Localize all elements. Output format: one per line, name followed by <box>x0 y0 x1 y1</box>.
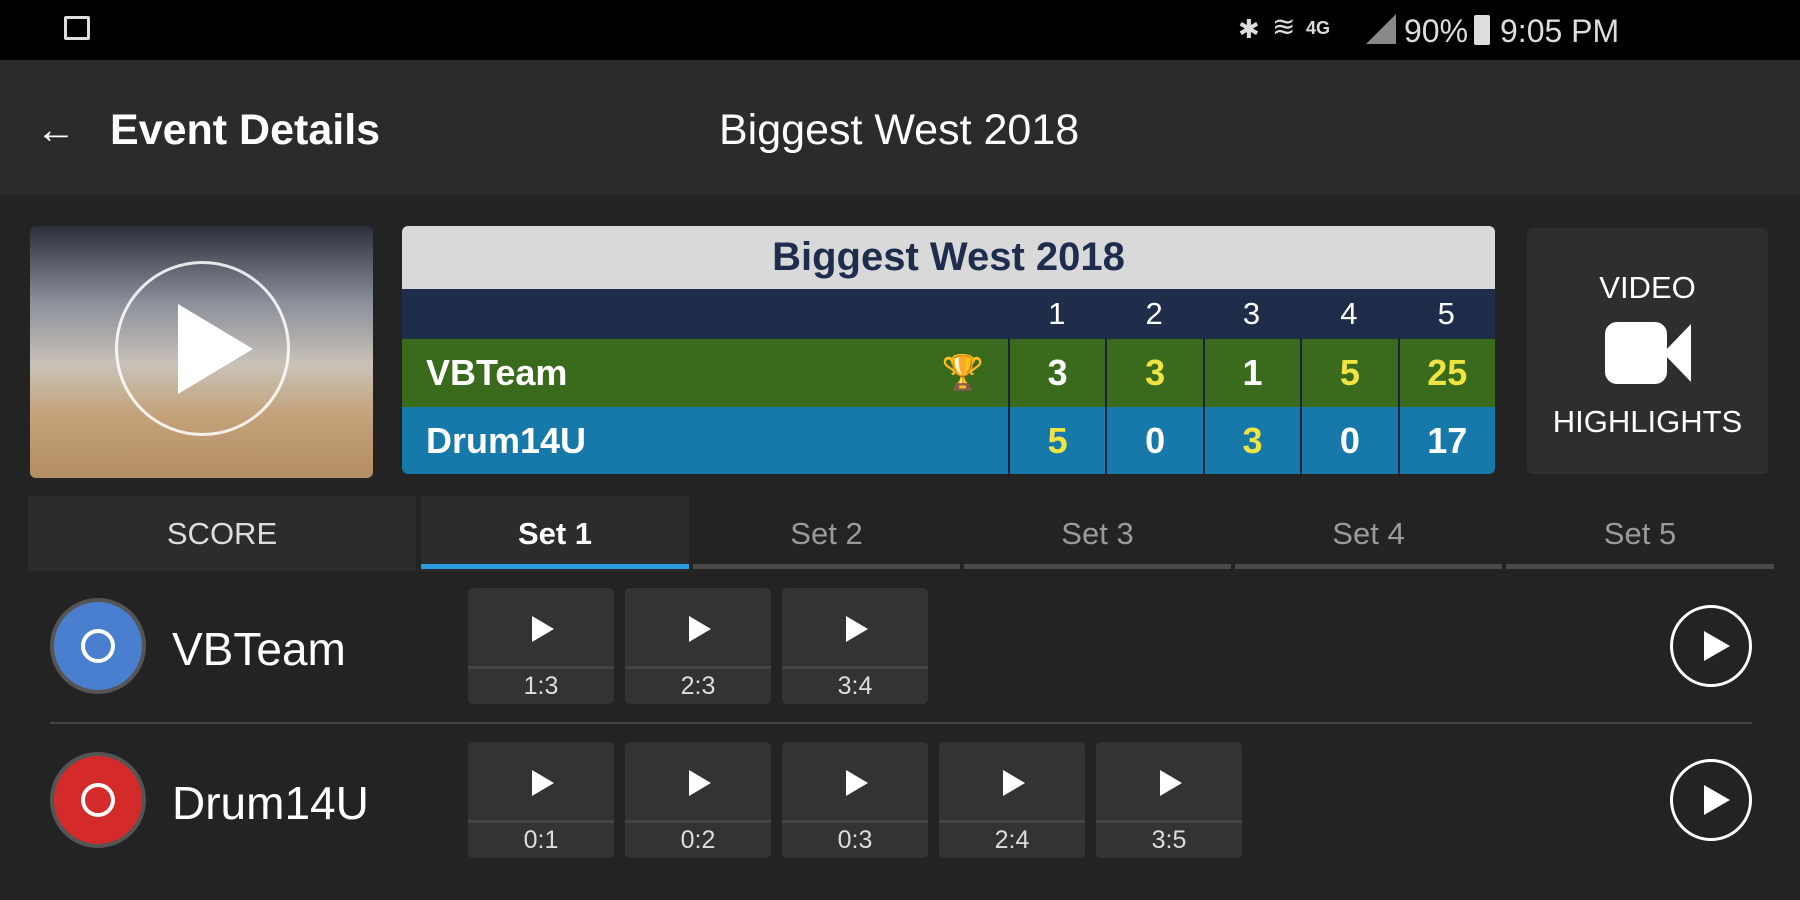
team-logo-icon <box>81 629 115 663</box>
team-name: VBTeam <box>426 352 568 393</box>
clip-button[interactable]: 2:4 <box>939 742 1085 858</box>
clip-score: 0:1 <box>468 820 614 858</box>
set-number: 5 <box>1437 296 1455 331</box>
team-name: VBTeam <box>172 623 346 675</box>
clip-score: 3:5 <box>1096 820 1242 858</box>
team-score-row: Drum14U 5 0 3 0 17 <box>402 407 1495 474</box>
clip-button[interactable]: 3:4 <box>782 588 928 704</box>
clip-score: 0:2 <box>625 820 771 858</box>
play-icon <box>689 616 711 642</box>
set-number-row: 1 2 3 4 5 <box>402 289 1495 339</box>
tab-set-4[interactable]: Set 4 <box>1235 496 1502 571</box>
clip-score: 3:4 <box>782 666 928 704</box>
score-cell: 5 <box>1300 339 1397 407</box>
video-camera-lens-icon <box>1663 324 1691 382</box>
score-cell: 3 <box>1105 339 1202 407</box>
event-name: Biggest West 2018 <box>719 106 1080 154</box>
signal-icon <box>1366 14 1396 44</box>
clip-score: 2:3 <box>625 666 771 704</box>
wifi-icon: ≋ <box>1272 11 1296 42</box>
score-cell: 17 <box>1397 407 1495 474</box>
avatar <box>50 752 146 848</box>
score-cell: 0 <box>1105 407 1202 474</box>
tab-label: Set 4 <box>1332 515 1405 551</box>
row-divider <box>50 722 1752 724</box>
team-logo-icon <box>81 783 115 817</box>
bluetooth-icon: ✱ <box>1238 14 1260 44</box>
play-icon <box>532 616 554 642</box>
scoreboard-title: Biggest West 2018 <box>402 226 1495 289</box>
play-all-button[interactable] <box>1670 605 1752 687</box>
highlights-label: HIGHLIGHTS <box>1552 404 1743 439</box>
clip-button[interactable]: 0:2 <box>625 742 771 858</box>
clip-button[interactable]: 3:5 <box>1096 742 1242 858</box>
app-bar: ← Event Details Biggest West 2018 <box>0 60 1800 195</box>
clip-score: 0:3 <box>782 820 928 858</box>
image-icon <box>64 16 90 40</box>
tab-label: Set 3 <box>1061 515 1134 551</box>
play-icon <box>689 770 711 796</box>
play-icon <box>846 616 868 642</box>
clip-button[interactable]: 0:3 <box>782 742 928 858</box>
avatar <box>50 598 146 694</box>
page-title: Event Details <box>110 106 381 154</box>
tab-label: Set 2 <box>790 515 863 551</box>
set-number: 4 <box>1340 296 1358 331</box>
video-label: VIDEO <box>1599 270 1696 305</box>
score-cell: 0 <box>1300 407 1397 474</box>
play-icon <box>178 304 253 394</box>
tab-set-5[interactable]: Set 5 <box>1506 496 1774 571</box>
tab-score[interactable]: SCORE <box>28 496 416 571</box>
set-number: 3 <box>1242 296 1261 331</box>
clip-button[interactable]: 0:1 <box>468 742 614 858</box>
scoreboard: Biggest West 2018 1 2 3 4 5 VBTeam 🏆 3 3… <box>402 226 1495 474</box>
tab-set-3[interactable]: Set 3 <box>964 496 1231 571</box>
play-icon <box>1003 770 1025 796</box>
clock: 9:05 PM <box>1500 13 1620 49</box>
clip-score: 2:4 <box>939 820 1085 858</box>
set-number: 1 <box>1048 296 1066 331</box>
status-bar: ✱ ≋ 4G 90% 9:05 PM <box>0 0 1800 60</box>
score-cell: 1 <box>1202 339 1300 407</box>
trophy-icon: 🏆 <box>941 354 984 392</box>
team-name: Drum14U <box>172 777 369 829</box>
score-cell: 3 <box>1008 339 1105 407</box>
score-cell: 3 <box>1202 407 1300 474</box>
video-thumbnail[interactable] <box>30 226 373 478</box>
battery-icon <box>1474 15 1490 45</box>
tab-label: Set 5 <box>1603 515 1677 551</box>
clip-score: 1:3 <box>468 666 614 704</box>
play-all-button[interactable] <box>1670 759 1752 841</box>
play-circle-icon <box>115 261 290 436</box>
4g-icon: 4G <box>1306 18 1331 38</box>
tab-label: Set 1 <box>517 515 593 551</box>
set-number: 2 <box>1145 296 1163 331</box>
team-score-row: VBTeam 🏆 3 3 1 5 25 <box>402 339 1495 407</box>
score-cell: 5 <box>1008 407 1105 474</box>
play-icon <box>1160 770 1182 796</box>
video-camera-icon <box>1605 322 1667 384</box>
video-highlights-button[interactable]: VIDEO HIGHLIGHTS <box>1527 228 1768 474</box>
clip-button[interactable]: 2:3 <box>625 588 771 704</box>
team-name: Drum14U <box>426 419 587 461</box>
set-tabs: SCORE Set 1 Set 2 Set 3 Set 4 Set 5 <box>28 496 1774 571</box>
play-icon <box>846 770 868 796</box>
play-icon <box>532 770 554 796</box>
battery-text: 90% <box>1404 13 1469 49</box>
tab-set-1[interactable]: Set 1 <box>421 496 689 571</box>
clip-button[interactable]: 1:3 <box>468 588 614 704</box>
back-arrow-icon[interactable]: ← <box>36 108 76 152</box>
tab-set-2[interactable]: Set 2 <box>693 496 960 571</box>
score-cell: 25 <box>1397 339 1495 407</box>
